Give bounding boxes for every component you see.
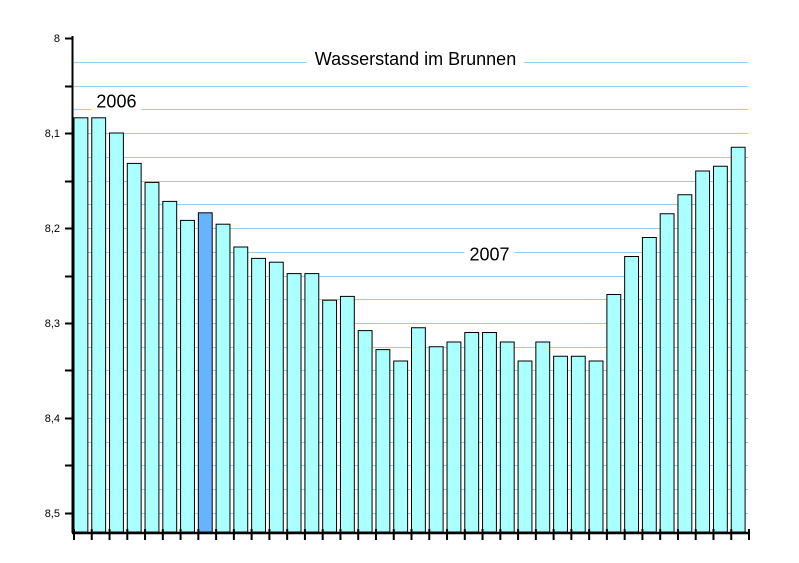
bar: [641, 237, 657, 533]
bar: [109, 132, 124, 533]
title-background: [306, 50, 525, 70]
y-tick-label: 8,1: [45, 128, 60, 140]
year-annotation: 2007: [469, 245, 509, 265]
bar: [144, 181, 160, 533]
bar: [322, 299, 338, 533]
bar: [180, 219, 195, 533]
bar: [126, 162, 142, 533]
title-group: Wasserstand im Brunnen: [306, 49, 525, 70]
annotation-background: [464, 246, 515, 265]
y-tick-label: 8: [54, 33, 60, 45]
axes: [65, 36, 750, 540]
y-tick-label: 8,5: [45, 508, 60, 520]
bar: [268, 261, 284, 533]
annotation-background: [91, 93, 142, 112]
bar: [446, 341, 462, 533]
bar: [162, 200, 178, 533]
bars: [73, 117, 746, 533]
bar: [570, 355, 586, 533]
bar: [428, 346, 444, 533]
bar: [535, 341, 551, 533]
bar: [91, 117, 107, 533]
bar: [482, 332, 497, 533]
bar: [464, 332, 480, 533]
annotations: 2006 2007: [91, 92, 515, 265]
bar: [215, 223, 231, 533]
bar: [730, 146, 746, 533]
y-tick-label: 8,2: [45, 223, 60, 235]
bar: [357, 330, 373, 533]
y-tick-label: 8,4: [45, 413, 60, 425]
bar: [588, 360, 604, 533]
bar: [553, 355, 568, 533]
bar: [233, 246, 249, 533]
bar: [393, 360, 409, 533]
bar: [375, 349, 391, 533]
chart-title: Wasserstand im Brunnen: [315, 49, 516, 69]
bar: [411, 327, 426, 533]
tick-labels: 8 8,1 8,2 8,3 8,4 8,5: [45, 33, 60, 520]
bar: [304, 273, 320, 533]
bar: [606, 294, 622, 533]
bar: [73, 117, 89, 533]
bar: [712, 165, 728, 533]
bar: [677, 194, 693, 533]
bar: [624, 256, 640, 533]
year-annotation: 2006: [96, 92, 136, 112]
bar: [286, 273, 302, 533]
y-tick-label: 8,3: [45, 318, 60, 330]
bar: [517, 360, 533, 533]
bar: [499, 341, 515, 533]
bar: [695, 170, 711, 533]
bar: [251, 257, 266, 533]
bar: [197, 212, 213, 533]
bar: [659, 213, 675, 533]
bar: [339, 295, 355, 533]
